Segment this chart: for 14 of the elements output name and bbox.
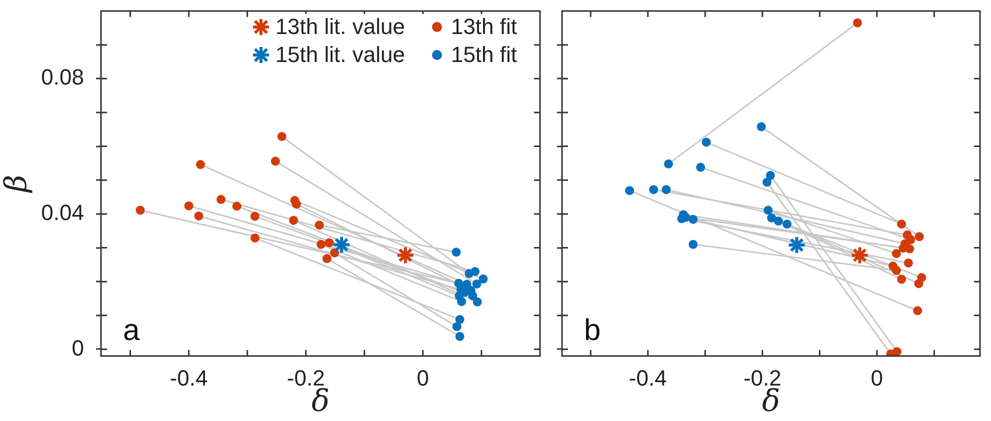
y-axis-title: β	[0, 174, 34, 194]
legend-label: 15th fit	[450, 42, 517, 68]
x-tick-label: -0.4	[628, 365, 667, 390]
annotation: b	[584, 314, 601, 347]
y-tick-label: 0	[72, 335, 84, 360]
annotation: a	[123, 314, 140, 347]
x-tick-label: 0	[416, 365, 430, 390]
legend-label: 13th lit. value	[275, 14, 405, 40]
x-tick-label: -0.4	[170, 365, 208, 390]
x-tick-label: 0	[870, 365, 884, 390]
y-tick-label: 0.04	[41, 200, 84, 226]
y-tick-label: 0.08	[41, 64, 84, 90]
legend-label: 13th fit	[450, 14, 517, 40]
legend-label: 15th lit. value	[275, 42, 405, 68]
